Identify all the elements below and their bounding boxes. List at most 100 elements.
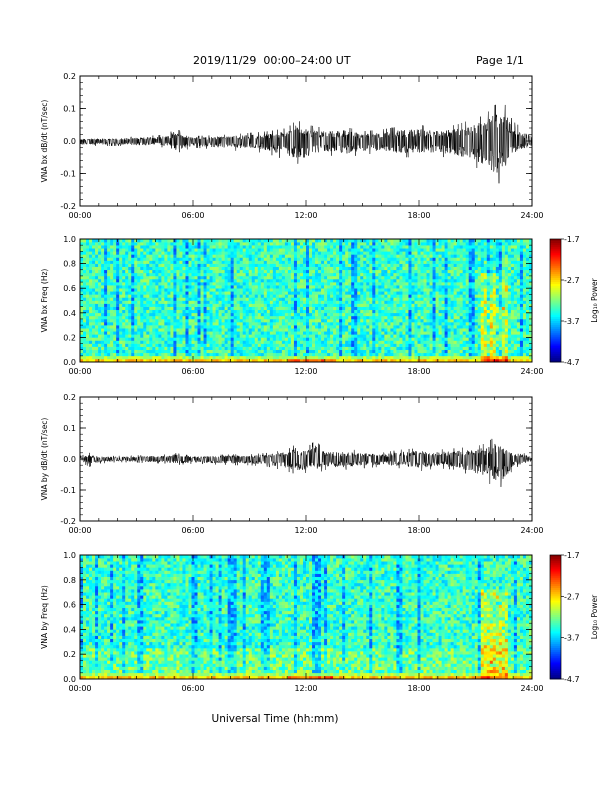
- spectrogram-cell: [339, 315, 343, 320]
- spectrogram-cell: [263, 275, 268, 280]
- spectrogram-cell: [272, 257, 277, 261]
- spectrogram-cell: [393, 257, 397, 261]
- spectrogram-cell: [387, 278, 391, 283]
- spectrogram-cell: [312, 325, 316, 329]
- spectrogram-cell: [293, 251, 298, 255]
- spectrogram-cell: [399, 309, 403, 314]
- spectrogram-cell: [381, 266, 385, 271]
- spectrogram-cell: [408, 278, 412, 283]
- spectrogram-cell: [309, 275, 313, 280]
- spectrogram-cell: [399, 266, 403, 271]
- spectrogram-cell: [375, 278, 379, 283]
- spectrogram-cell: [224, 269, 228, 274]
- spectrogram-cell: [296, 303, 301, 307]
- spectrogram-cell: [293, 331, 298, 335]
- spectrogram-cell: [287, 254, 292, 258]
- spectrogram-cell: [236, 322, 240, 326]
- spectrogram-cell: [387, 315, 391, 320]
- spectrogram-cell: [218, 278, 222, 283]
- spectrogram-cell: [134, 272, 138, 277]
- spectrogram-cell: [366, 318, 370, 323]
- spectrogram-cell: [206, 278, 210, 283]
- spectrogram-cell: [185, 291, 189, 295]
- spectrogram-cell: [441, 291, 445, 295]
- spectrogram-cell: [140, 309, 144, 314]
- spectrogram-cell: [266, 312, 271, 317]
- spectrogram-cell: [408, 337, 412, 341]
- spectrogram-cell: [245, 306, 250, 311]
- spectrogram-cell: [92, 263, 96, 267]
- spectrogram-cell: [387, 334, 391, 338]
- spectrogram-cell: [263, 328, 268, 332]
- spectrogram-cell: [119, 251, 123, 255]
- spectrogram-cell: [287, 272, 292, 277]
- spectrogram-cell: [113, 291, 117, 295]
- spectrogram-cell: [324, 269, 328, 274]
- spectrogram-cell: [293, 340, 298, 344]
- spectrogram-cell: [167, 300, 171, 304]
- spectrogram-cell: [444, 288, 448, 292]
- spectrogram-cell: [161, 245, 165, 249]
- spectrogram-cell: [143, 297, 147, 301]
- spectrogram-cell: [269, 303, 274, 307]
- spectrogram-cell: [275, 303, 280, 307]
- spectrogram-cell: [227, 352, 231, 357]
- spectrogram-cell: [417, 340, 421, 344]
- spectrogram-cell: [113, 288, 117, 292]
- spectrogram-cell: [330, 251, 334, 255]
- spectrogram-cell: [330, 300, 334, 304]
- spectrogram-cell: [263, 312, 268, 317]
- spectrogram-cell: [423, 352, 427, 357]
- spectrogram-cell: [209, 272, 213, 277]
- spectrogram-cell: [432, 275, 436, 280]
- spectrogram-cell: [251, 248, 256, 252]
- spectrogram-cell: [224, 337, 228, 341]
- spectrogram-cell: [375, 318, 379, 323]
- spectrogram-cell: [306, 343, 310, 347]
- spectrogram-cell: [444, 254, 448, 258]
- spectrogram-cell: [357, 352, 361, 357]
- spectrogram-cell: [296, 260, 301, 264]
- spectrogram-cell: [128, 309, 132, 314]
- spectrogram-cell: [200, 328, 204, 332]
- spectrogram-cell: [441, 346, 445, 351]
- spectrogram-cell: [110, 315, 114, 320]
- spectrogram-cell: [113, 248, 117, 252]
- spectrogram-cell: [296, 334, 301, 338]
- spectrogram-cell: [435, 343, 439, 347]
- spectrogram-cell: [92, 282, 96, 286]
- spectrogram-cell: [266, 306, 271, 311]
- spectrogram-cell: [86, 257, 90, 261]
- spectrogram-cell: [227, 337, 231, 341]
- spectrogram-cell: [173, 297, 177, 301]
- spectrogram-cell: [134, 315, 138, 320]
- spectrogram-cell: [236, 288, 240, 292]
- spectrogram-cell: [345, 352, 349, 357]
- spectrogram-cell: [257, 358, 262, 363]
- spectrogram-cell: [131, 239, 135, 243]
- spectrogram-cell: [357, 239, 361, 243]
- spectrogram-cell: [327, 318, 331, 323]
- spectrogram-cell: [194, 278, 198, 283]
- spectrogram-cell: [158, 322, 162, 326]
- spectrogram-cell: [414, 275, 418, 280]
- spectrogram-cell: [287, 340, 292, 344]
- spectrogram-cell: [263, 346, 268, 351]
- spectrogram-cell: [318, 309, 322, 314]
- spectrogram-cell: [402, 346, 406, 351]
- spectrogram-cell: [200, 318, 204, 323]
- spectrogram-cell: [149, 318, 153, 323]
- spectrogram-cell: [122, 343, 126, 347]
- spectrogram-cell: [125, 285, 129, 289]
- spectrogram-cell: [339, 303, 343, 307]
- spectrogram-cell: [275, 239, 280, 243]
- spectrogram-cell: [306, 242, 310, 246]
- spectrogram-cell: [239, 300, 244, 304]
- spectrogram-cell: [86, 291, 90, 295]
- spectrogram-cell: [122, 285, 126, 289]
- spectrogram-cell: [266, 278, 271, 283]
- spectrogram-cell: [423, 257, 427, 261]
- spectrogram-cell: [83, 263, 87, 267]
- spectrogram-cell: [155, 266, 159, 271]
- spectrogram-cell: [173, 269, 177, 274]
